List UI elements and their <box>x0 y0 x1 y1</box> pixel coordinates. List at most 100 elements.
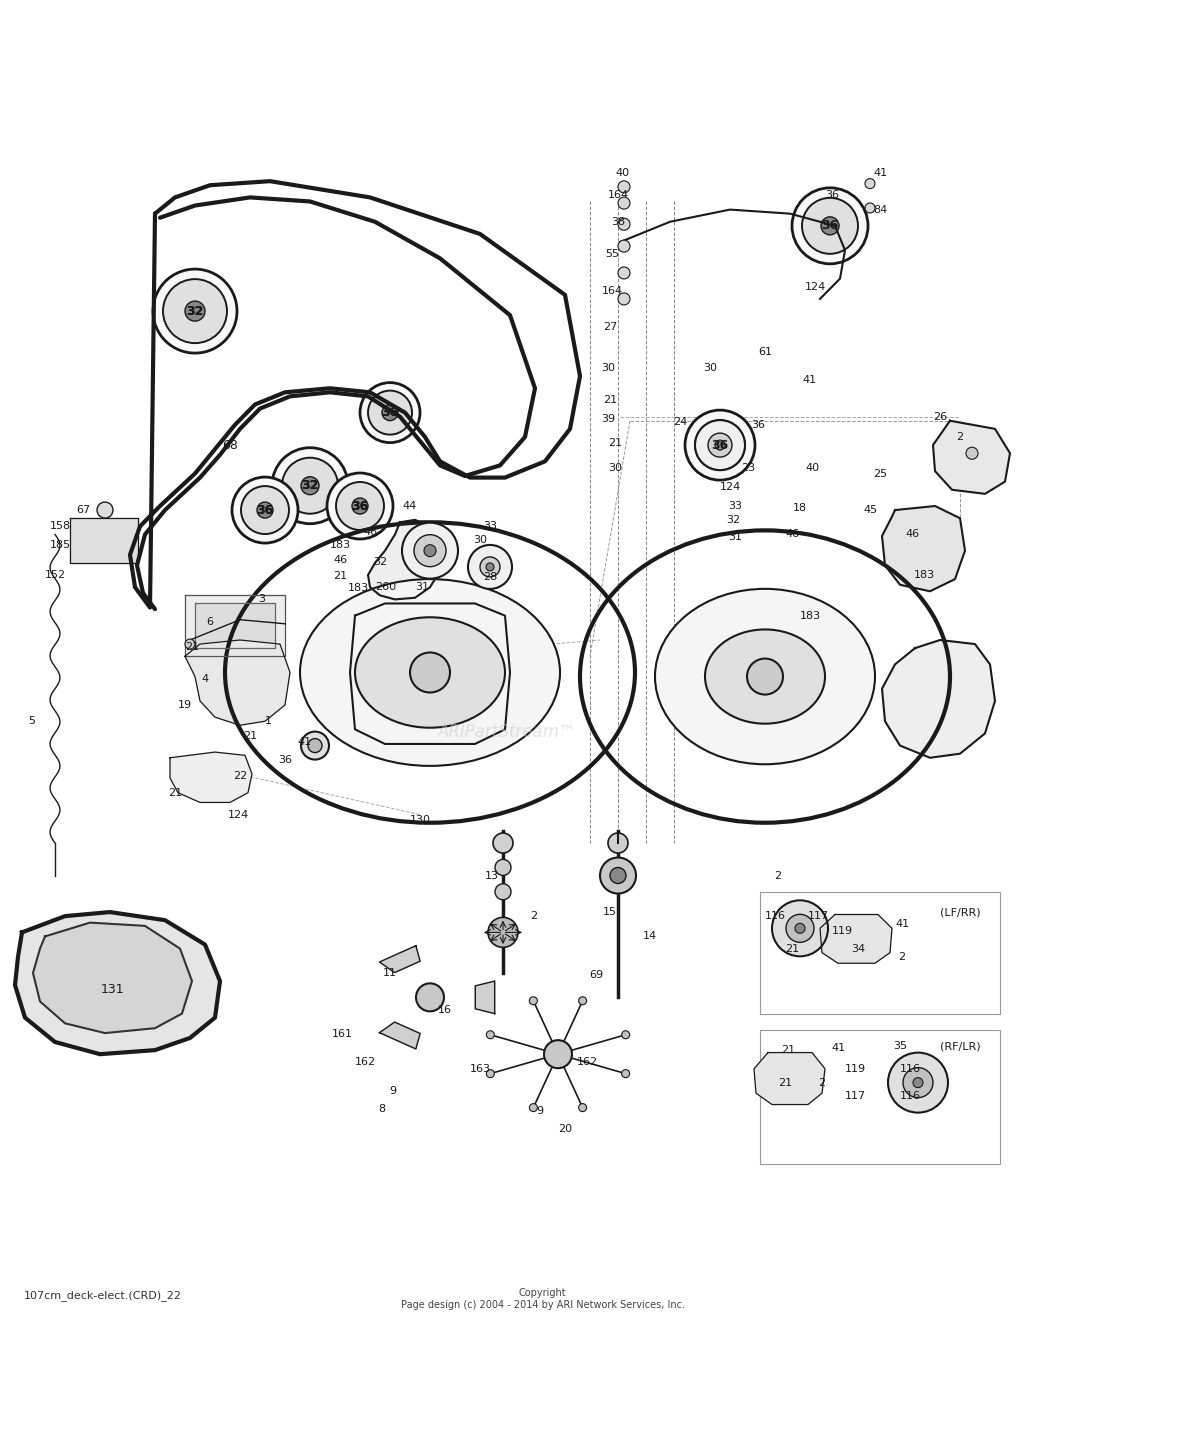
Text: 32: 32 <box>301 479 319 493</box>
Text: 21: 21 <box>608 439 622 449</box>
Circle shape <box>913 1078 923 1088</box>
Circle shape <box>486 1030 494 1039</box>
Circle shape <box>686 410 755 479</box>
Circle shape <box>578 1104 586 1112</box>
Polygon shape <box>476 981 494 1014</box>
Circle shape <box>414 535 446 567</box>
Text: 2: 2 <box>819 1078 826 1088</box>
Text: 15: 15 <box>603 907 617 917</box>
Polygon shape <box>754 1052 825 1104</box>
Text: 36: 36 <box>256 504 274 517</box>
Text: 27: 27 <box>603 323 617 333</box>
Circle shape <box>786 914 814 943</box>
Text: 31: 31 <box>415 583 430 593</box>
Text: 14: 14 <box>643 931 657 942</box>
Circle shape <box>802 198 858 254</box>
Circle shape <box>308 738 322 753</box>
Text: 131: 131 <box>100 982 124 995</box>
Circle shape <box>301 731 329 760</box>
Text: 36: 36 <box>712 439 728 452</box>
Text: 32: 32 <box>186 305 204 318</box>
Text: 164: 164 <box>602 286 623 296</box>
Text: 1: 1 <box>264 716 271 726</box>
Circle shape <box>352 498 368 514</box>
Bar <box>760 892 999 1014</box>
Text: 34: 34 <box>851 943 865 953</box>
Text: 36: 36 <box>352 500 368 513</box>
Text: 183: 183 <box>347 583 368 593</box>
Text: 32: 32 <box>373 556 387 567</box>
Text: 36: 36 <box>825 190 839 201</box>
Text: 2: 2 <box>957 432 964 442</box>
Text: 183: 183 <box>329 541 350 551</box>
Text: 9: 9 <box>537 1106 544 1116</box>
Text: 28: 28 <box>483 572 497 583</box>
Text: 21: 21 <box>785 943 799 953</box>
Text: 30: 30 <box>703 363 717 373</box>
Text: 32: 32 <box>301 479 319 493</box>
Text: 2: 2 <box>898 952 905 962</box>
Text: 68: 68 <box>222 439 238 452</box>
Circle shape <box>493 833 513 853</box>
Circle shape <box>468 545 512 588</box>
Text: 6: 6 <box>206 618 214 628</box>
Text: 36: 36 <box>352 500 368 513</box>
Text: 116: 116 <box>899 1091 920 1101</box>
Circle shape <box>489 917 518 947</box>
Polygon shape <box>380 1021 420 1049</box>
Text: 119: 119 <box>832 926 853 936</box>
Bar <box>760 1030 999 1164</box>
Circle shape <box>795 923 805 933</box>
Text: 21: 21 <box>243 731 257 741</box>
Circle shape <box>301 477 319 494</box>
Text: 67: 67 <box>76 506 90 514</box>
Text: 107cm_deck-elect.(CRD)_22: 107cm_deck-elect.(CRD)_22 <box>24 1290 182 1300</box>
Text: 162: 162 <box>577 1058 597 1068</box>
Text: 116: 116 <box>899 1064 920 1074</box>
Polygon shape <box>380 946 420 972</box>
Circle shape <box>241 487 289 535</box>
Text: 13: 13 <box>485 870 499 881</box>
Circle shape <box>486 1069 494 1078</box>
Text: 163: 163 <box>470 1064 491 1074</box>
Text: 21: 21 <box>185 642 199 651</box>
Circle shape <box>618 294 630 305</box>
Text: 3: 3 <box>258 594 266 604</box>
Text: 33: 33 <box>728 501 742 511</box>
Text: 41: 41 <box>831 1043 845 1052</box>
Circle shape <box>360 382 420 443</box>
Circle shape <box>610 867 627 883</box>
Ellipse shape <box>704 629 825 724</box>
Circle shape <box>715 440 725 450</box>
Text: 40: 40 <box>616 169 630 179</box>
Text: 117: 117 <box>807 911 828 921</box>
Circle shape <box>622 1069 630 1078</box>
Text: (RF/LR): (RF/LR) <box>939 1040 981 1051</box>
Text: 22: 22 <box>232 772 247 782</box>
Text: 69: 69 <box>589 969 603 979</box>
Circle shape <box>618 218 630 230</box>
Text: 2: 2 <box>774 870 781 881</box>
Circle shape <box>618 240 630 253</box>
Text: 161: 161 <box>332 1029 353 1039</box>
Circle shape <box>622 1030 630 1039</box>
Polygon shape <box>933 421 1010 494</box>
Text: 30: 30 <box>473 535 487 545</box>
Text: 46: 46 <box>905 529 919 539</box>
Text: 16: 16 <box>438 1004 452 1014</box>
Text: 24: 24 <box>673 417 687 427</box>
Text: 152: 152 <box>45 570 66 580</box>
Circle shape <box>747 658 784 695</box>
Circle shape <box>966 448 978 459</box>
Polygon shape <box>185 596 286 657</box>
Circle shape <box>544 1040 572 1068</box>
Circle shape <box>185 639 195 649</box>
Text: 162: 162 <box>354 1058 375 1068</box>
Circle shape <box>382 404 398 420</box>
Text: 44: 44 <box>402 501 417 511</box>
Circle shape <box>599 857 636 894</box>
Polygon shape <box>195 603 275 648</box>
Text: 11: 11 <box>384 968 396 978</box>
Circle shape <box>618 198 630 209</box>
Circle shape <box>695 420 745 471</box>
